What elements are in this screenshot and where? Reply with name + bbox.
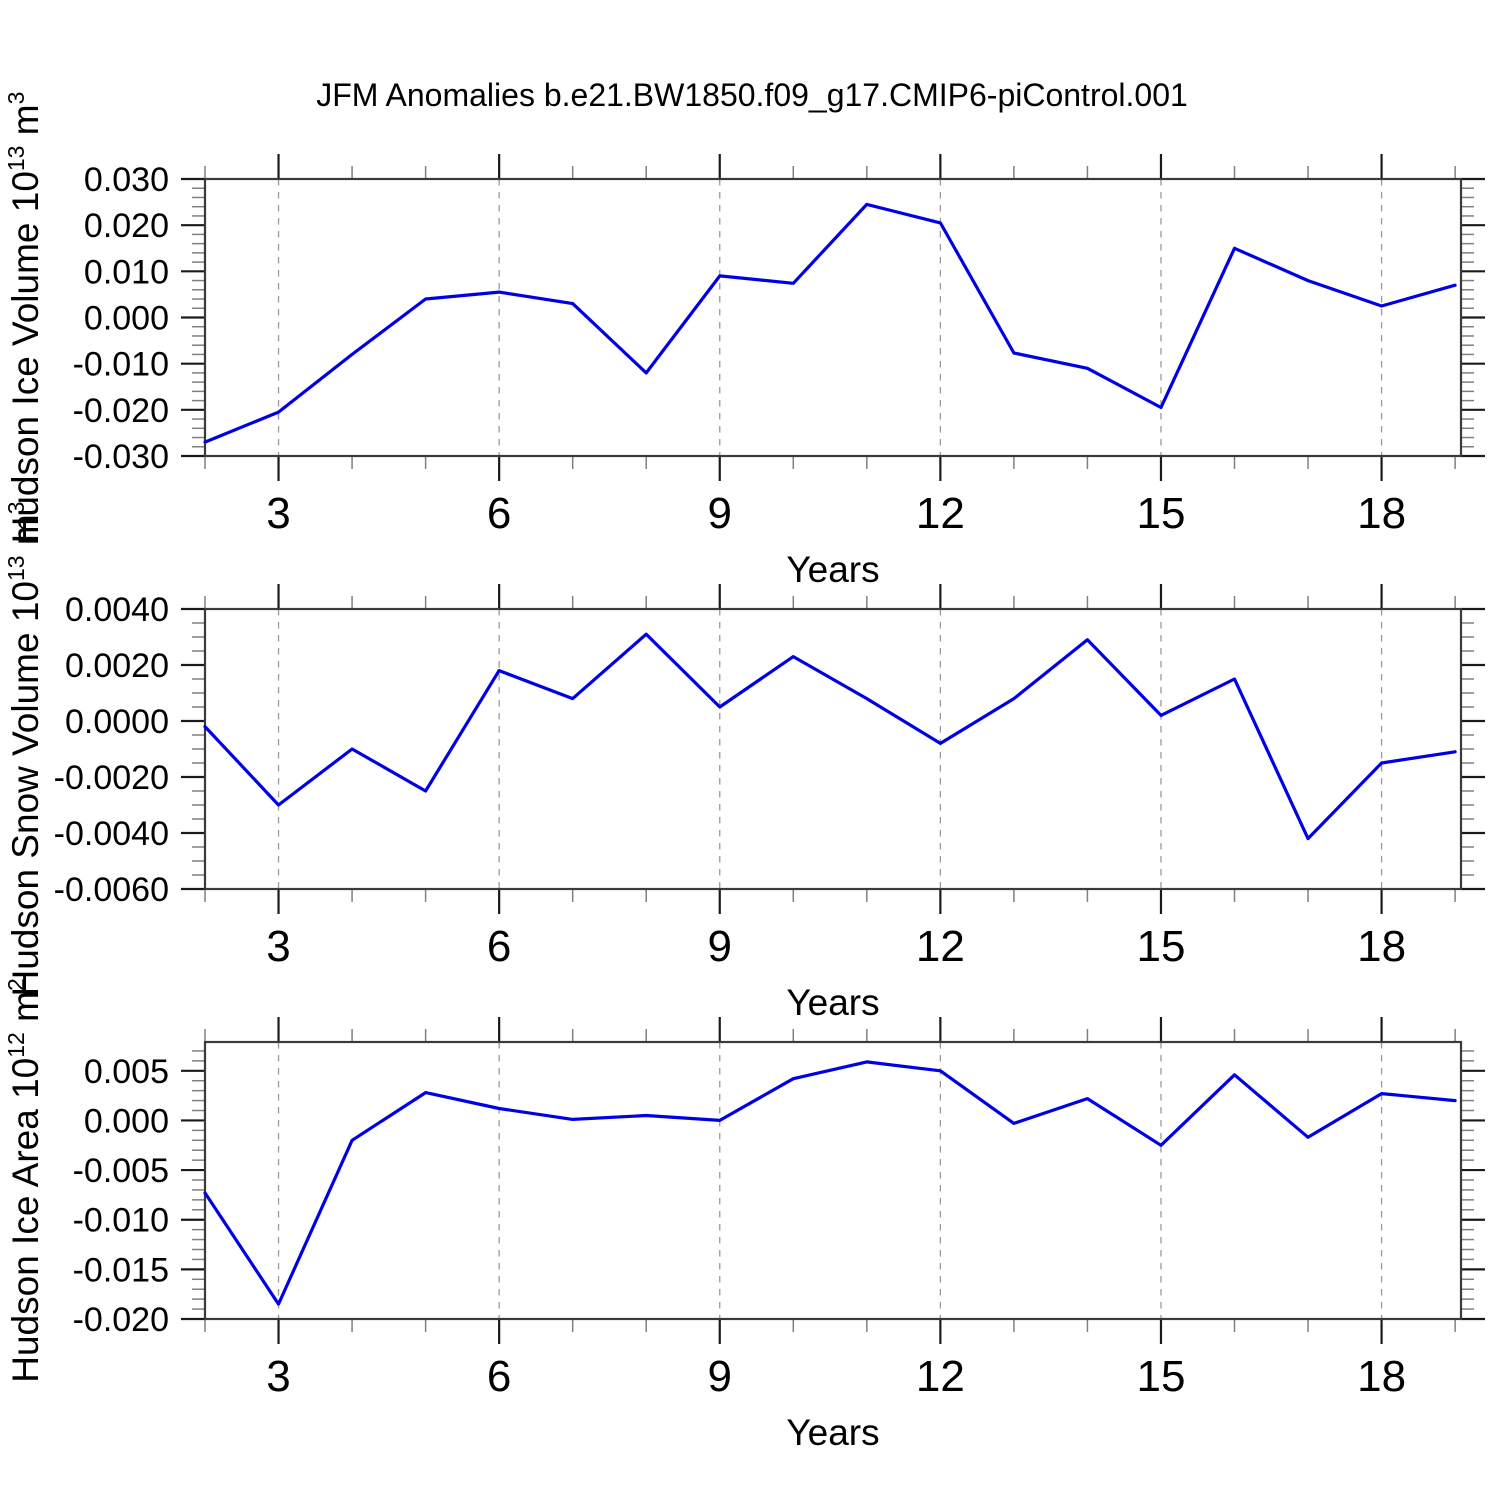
x-tick-label: 18 bbox=[1357, 1352, 1406, 1401]
y-tick-label: -0.0040 bbox=[54, 815, 169, 853]
x-axis-title: Years bbox=[786, 1412, 879, 1453]
data-line-2 bbox=[203, 632, 1457, 841]
panel-ice-volume: 3 6 9 12 15 18 0.030 0.020 0.010 0.000 -0.010 -0.02… bbox=[3, 92, 1485, 590]
y-tick-label: 0.020 bbox=[84, 207, 169, 245]
x-tick-label: 12 bbox=[916, 489, 965, 538]
y-tick-label: 0.005 bbox=[84, 1053, 169, 1091]
x-tick-label: 9 bbox=[708, 489, 732, 538]
y-tick-label: -0.010 bbox=[73, 1202, 169, 1240]
x-tick-label: 15 bbox=[1136, 489, 1185, 538]
y-axis-title: Hudson Snow Volume 1013 m3 bbox=[3, 502, 46, 997]
y-axis-title: Hudson Ice Area 1012 m2 bbox=[3, 978, 46, 1383]
y-tick-label: 0.0040 bbox=[65, 591, 169, 629]
y-tick-label: 0.000 bbox=[84, 1102, 169, 1140]
y-axis-title: Hudson Ice Volume 1013 m3 bbox=[3, 92, 46, 544]
x-tick-label: 3 bbox=[266, 489, 290, 538]
y-tick-label: 0.0000 bbox=[65, 703, 169, 741]
x-tick-label: 6 bbox=[487, 1352, 511, 1401]
plot-frame bbox=[203, 607, 1463, 891]
panel-ice-area: 3 6 9 12 15 18 0.005 0.000 -0.005 -0.010 -0.015 -0.… bbox=[3, 978, 1485, 1453]
y-tick-label: -0.005 bbox=[73, 1152, 169, 1190]
y-tick-label: -0.020 bbox=[73, 1301, 169, 1339]
chart-title: JFM Anomalies b.e21.BW1850.f09_g17.CMIP6… bbox=[316, 77, 1188, 113]
x-tick-label: 9 bbox=[708, 1352, 732, 1401]
y-tick-label: -0.0020 bbox=[54, 759, 169, 797]
x-tick-label: 3 bbox=[266, 1352, 290, 1401]
x-tick-label: 6 bbox=[487, 489, 511, 538]
plot-frame bbox=[203, 1040, 1463, 1321]
y-tick-label: 0.010 bbox=[84, 253, 169, 291]
x-tick-label: 15 bbox=[1136, 922, 1185, 971]
x-tick-label: 18 bbox=[1357, 922, 1406, 971]
x-tick-label: 3 bbox=[266, 922, 290, 971]
x-tick-label: 6 bbox=[487, 922, 511, 971]
x-tick-label: 15 bbox=[1136, 1352, 1185, 1401]
x-tick-label: 18 bbox=[1357, 489, 1406, 538]
y-tick-label: -0.020 bbox=[73, 392, 169, 430]
data-line-3 bbox=[203, 1060, 1457, 1306]
y-tick-label: 0.000 bbox=[84, 300, 169, 338]
y-tick-label: 0.0020 bbox=[65, 647, 169, 685]
x-tick-label: 12 bbox=[916, 1352, 965, 1401]
y-tick-label: -0.010 bbox=[73, 346, 169, 384]
panel-snow-volume: 3 6 9 12 15 18 0.0040 0.0020 0.0000 -0.0020 -0.004… bbox=[3, 502, 1485, 1023]
y-tick-label: -0.0060 bbox=[54, 871, 169, 909]
y-tick-label: -0.015 bbox=[73, 1251, 169, 1289]
y-tick-label: -0.030 bbox=[73, 438, 169, 476]
x-axis-title: Years bbox=[786, 982, 879, 1023]
y-tick-label: 0.030 bbox=[84, 161, 169, 199]
x-tick-label: 9 bbox=[708, 922, 732, 971]
plot-frame bbox=[203, 177, 1463, 458]
x-tick-label: 12 bbox=[916, 922, 965, 971]
data-line-1 bbox=[203, 202, 1457, 444]
x-axis-title: Years bbox=[786, 549, 879, 590]
